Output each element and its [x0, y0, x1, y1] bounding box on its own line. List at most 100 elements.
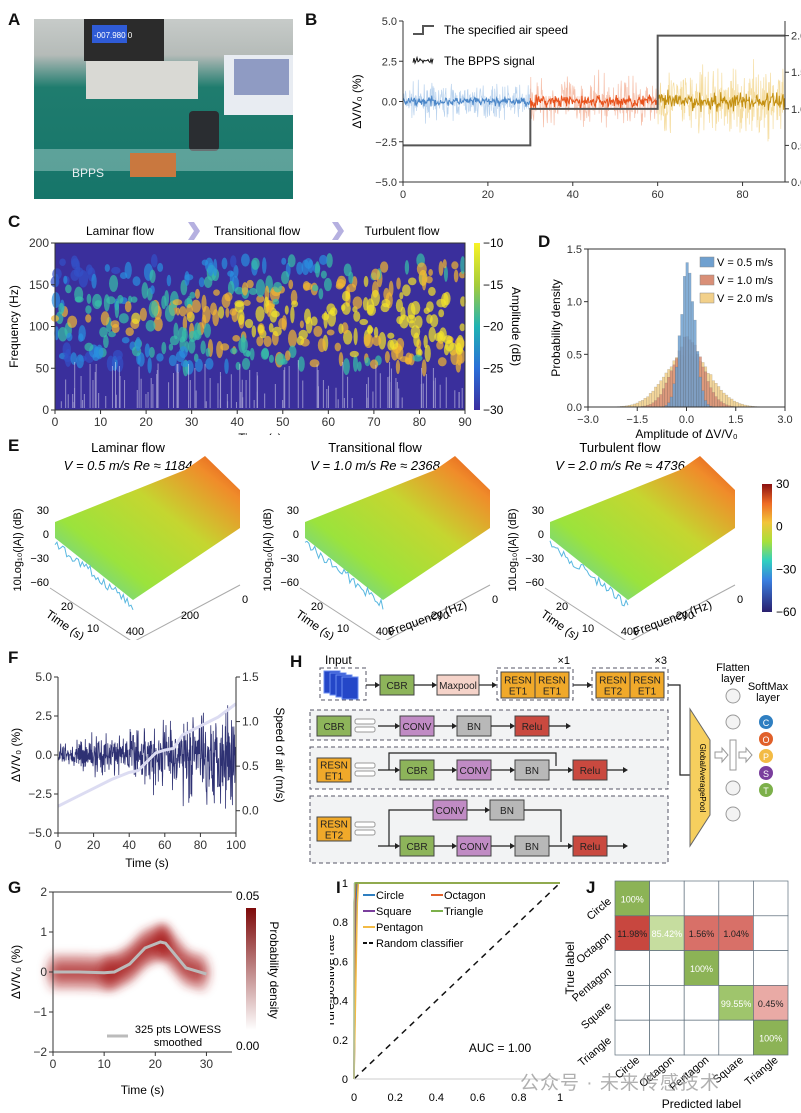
spectrogram-blob — [326, 329, 335, 336]
freq-tick-label: 200 — [676, 610, 694, 622]
resnet2-row-top-bn-label: BN — [500, 806, 514, 817]
y-tick-label: 0 — [40, 965, 47, 979]
subplot-subtitle-0: V = 0.5 m/s Re ≈ 1184 — [64, 458, 193, 473]
resnet1-row-name-label: RESN — [320, 761, 348, 772]
x-axis-label: Time (s) — [125, 856, 169, 870]
legend-label-1: 325 pts LOWESS — [135, 1024, 221, 1036]
x-tick-label: 80 — [194, 838, 208, 852]
spectrogram-blob — [338, 352, 344, 367]
spectrogram-blob — [319, 254, 328, 266]
spectrogram-blob — [221, 293, 231, 309]
spectrogram-blob — [268, 354, 274, 363]
chart-e-surfaces: Laminar flow V = 0.5 m/s Re ≈ 1184 30 0 −30 −… — [12, 440, 797, 640]
block-resnet1-a-label: RESN — [504, 676, 532, 687]
spectrogram-blob — [194, 288, 200, 300]
flatten-neuron — [725, 688, 741, 704]
matrix-cell-label: 0.45% — [758, 999, 784, 1009]
spectrogram-blob — [341, 302, 351, 315]
block-cbr-main-label: CBR — [386, 681, 407, 692]
flatten-neuron — [725, 714, 741, 730]
panel-letter-e: E — [8, 436, 20, 455]
branch-connection — [388, 809, 433, 846]
spectrogram-blob — [251, 257, 260, 270]
spectrogram-blob — [234, 286, 244, 295]
y-axis-label: ΔV/V₀ (%) — [350, 74, 364, 128]
matrix-cell — [614, 1019, 650, 1056]
spectrogram-blob — [99, 326, 108, 338]
spectrogram-blob — [57, 326, 68, 342]
spectrogram-blob — [225, 307, 230, 318]
spectrogram-blob — [150, 254, 158, 268]
resnet1-row-conv-label: CONV — [460, 766, 489, 777]
legend-swatch-0 — [699, 256, 715, 268]
spectrogram-blob — [383, 287, 390, 301]
histogram-bar-1 — [709, 387, 713, 408]
spectrogram-blob — [326, 253, 333, 268]
spectrogram-blob — [166, 274, 172, 287]
spectrogram-blob — [423, 334, 428, 349]
arrow-head — [485, 807, 490, 813]
legend-label-2: V = 2.0 m/s — [717, 293, 773, 305]
surface-spikes-1 — [304, 540, 384, 610]
x-tick-label: 0 — [351, 1092, 357, 1104]
spectrogram-blob — [402, 284, 411, 297]
spectrogram-blob — [127, 295, 133, 304]
spectrogram-blob — [281, 271, 290, 285]
spectrogram-blob — [203, 323, 211, 338]
y-tick-label: −1 — [33, 1005, 47, 1019]
flow-arrow-icon — [738, 746, 753, 764]
spectrogram-blob — [235, 361, 241, 371]
y-axis-label: ΔV/V₀ (%) — [9, 945, 23, 999]
histogram-bar-1 — [664, 382, 668, 408]
y2-tick-label: 2.0 — [791, 31, 801, 43]
y2-tick-label: 0.5 — [791, 140, 801, 152]
spectrogram-blob — [399, 314, 409, 329]
legend-step-icon — [413, 25, 434, 35]
x-tick-label: 10 — [94, 415, 108, 429]
histogram-bar-0 — [696, 351, 700, 408]
spectrogram-blob — [399, 356, 409, 363]
spectrogram-blob — [205, 358, 214, 370]
y-tick-label: 1.5 — [567, 244, 582, 256]
spectrogram-blob — [312, 284, 319, 292]
spectrogram-blob — [156, 353, 164, 362]
spectrogram-blob — [384, 351, 390, 364]
x-tick-label: 60 — [158, 838, 172, 852]
spectrogram-blob — [297, 356, 305, 372]
histogram-bar-0 — [693, 319, 697, 408]
histogram-bar-0 — [669, 396, 673, 408]
histogram-bar-0 — [704, 400, 708, 408]
histogram-bar-0 — [683, 276, 687, 408]
spectrogram-blob — [261, 347, 269, 359]
cbr-row-name-label: CBR — [323, 722, 344, 733]
freq-axis-label-2: Frequency (Hz) — [631, 597, 713, 638]
histogram-bar-0 — [667, 402, 671, 408]
x-tick-label: 70 — [367, 415, 381, 429]
spectrogram-blob — [308, 259, 314, 274]
laptop-screen — [234, 59, 289, 95]
spectrogram-blob — [186, 303, 193, 319]
spectrogram-blob — [371, 268, 381, 281]
spectrogram-blob — [161, 341, 167, 355]
spectrogram-blob — [85, 314, 92, 323]
freq-axis-line — [385, 584, 491, 640]
spectrogram-blob — [103, 335, 109, 349]
surface-plot-2 — [550, 456, 735, 600]
spectrogram-blob — [456, 335, 464, 353]
freq-tick-label: 200 — [181, 610, 199, 622]
x-tick-label: 40 — [567, 189, 579, 201]
spectrogram-blob — [421, 359, 427, 377]
spectrogram-blob — [407, 302, 416, 320]
chart-j-confusion-matrix: 100% 11.98% 85.42% 1.56% 1.04% 100% 99.55% 0.45… — [563, 880, 789, 1111]
legend-label-5: Random classifier — [376, 938, 464, 950]
block-resnet1-a — [500, 671, 536, 699]
resnet1-row-bn-label: BN — [525, 766, 539, 777]
x-tick-label: 0 — [55, 838, 62, 852]
x-tick-label: 0.2 — [388, 1092, 403, 1104]
resnet2-row-relu-label: Relu — [580, 842, 601, 853]
subplot-title-1: Transitional flow — [328, 440, 422, 455]
spectrogram-blob — [323, 277, 332, 292]
z-tick-label: −60 — [525, 577, 544, 589]
x-tick-label: 20 — [139, 415, 153, 429]
softmax-node-T — [759, 783, 773, 797]
